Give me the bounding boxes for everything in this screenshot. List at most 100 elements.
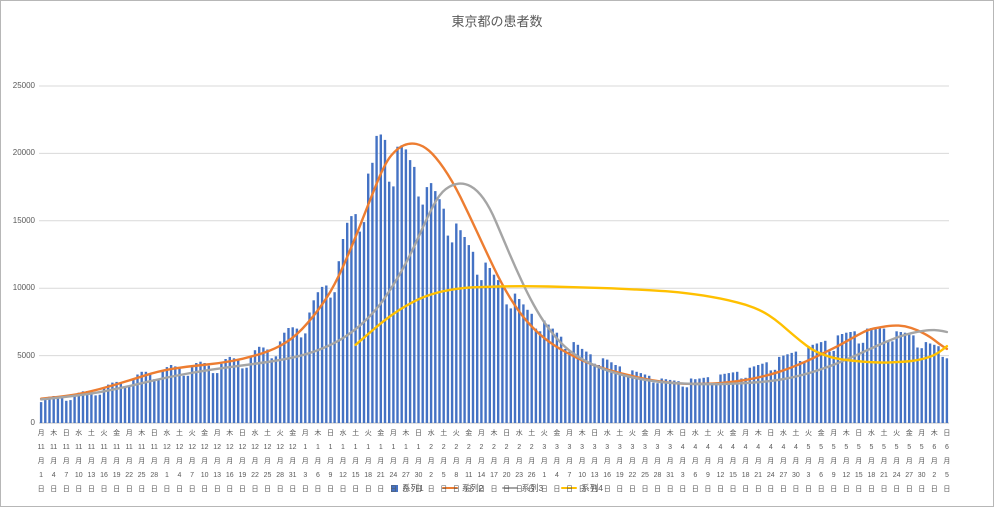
bar [304, 333, 307, 423]
chart-title: 東京都の患者数 [451, 14, 543, 29]
x-tick-label: 木 3 月 10 日 [578, 430, 586, 493]
bar [283, 332, 286, 423]
bar [522, 304, 525, 423]
bar [467, 245, 470, 423]
bar [203, 363, 206, 423]
line-series-marker-icon [561, 486, 578, 490]
bar [455, 223, 458, 423]
x-tick-label: 日 2 月 20 日 [502, 430, 511, 493]
bar [442, 208, 445, 423]
bar [895, 331, 898, 423]
bar [65, 400, 68, 423]
bar [404, 149, 408, 423]
bar [488, 268, 491, 423]
bar [220, 363, 223, 423]
bar [295, 328, 299, 423]
bar [912, 335, 915, 423]
bar [333, 292, 336, 423]
bar [169, 365, 173, 423]
bar [471, 251, 475, 423]
bar [551, 328, 554, 423]
bar [937, 346, 940, 423]
bar [354, 214, 357, 423]
bar [140, 371, 143, 423]
x-tick-label: 月 3 月 28 日 [653, 430, 662, 493]
bar [723, 373, 726, 423]
bar [530, 313, 533, 423]
bar [794, 351, 798, 423]
bar [274, 356, 278, 423]
y-tick-label: 0 [30, 418, 35, 427]
x-tick-label: 水 4 月 27 日 [779, 430, 788, 493]
x-tick-label: 水 5 月 18 日 [867, 430, 876, 493]
bar [731, 372, 735, 423]
bar [585, 351, 588, 423]
x-tick-label: 火 4 月 12 日 [716, 430, 725, 493]
x-tick-label: 月 11 月 22 日 [125, 430, 134, 493]
x-tick-label: 木 11 月 25 日 [137, 430, 146, 493]
bar [601, 358, 605, 423]
bar [56, 396, 60, 423]
bar [153, 379, 156, 423]
bar [157, 379, 160, 423]
x-tick-label: 月 4 月 18 日 [741, 430, 750, 493]
bar [312, 300, 315, 423]
legend-item-series4[interactable]: 系列4 [561, 482, 603, 494]
bar [513, 293, 517, 423]
x-tick-label: 金 12 月 31 日 [288, 430, 297, 493]
bar [144, 371, 148, 423]
legend-item-series1[interactable]: 系列1 [391, 482, 424, 494]
legend-item-series2[interactable]: 系列2 [441, 482, 484, 494]
bar [161, 370, 164, 423]
bar [505, 304, 508, 423]
bar [178, 368, 181, 423]
bar [107, 384, 110, 423]
bar [186, 375, 190, 423]
line-series-marker-icon [501, 486, 518, 490]
bar [207, 365, 210, 423]
bar [115, 381, 118, 423]
bar [425, 187, 429, 423]
bar [836, 335, 840, 423]
line-series-marker-icon [441, 486, 458, 490]
bar [216, 373, 219, 423]
x-tick-label: 金 12 月 10 日 [200, 430, 209, 493]
bar [857, 343, 860, 423]
bar [694, 379, 697, 423]
bar [358, 231, 361, 423]
bar [660, 378, 663, 423]
bar [262, 347, 265, 423]
legend-label-series2: 系列2 [461, 483, 484, 493]
x-tick-label: 火 12 月 28 日 [276, 430, 284, 493]
legend-item-series3[interactable]: 系列3 [501, 482, 543, 494]
x-tick-label: 木 11 月 4 日 [50, 430, 58, 493]
bar [853, 331, 856, 423]
bar [77, 392, 80, 423]
bar [417, 196, 420, 423]
bar [916, 347, 919, 423]
bar [291, 327, 294, 423]
x-tick-label: 土 11 月 13 日 [87, 430, 96, 493]
bar [924, 342, 928, 423]
bar [497, 280, 500, 423]
bar [677, 381, 680, 423]
series-line-4 [354, 285, 949, 364]
bar [438, 199, 441, 423]
x-tick-label: 土 12 月 25 日 [263, 430, 272, 493]
y-tick-label: 15000 [12, 215, 35, 225]
bar [165, 367, 169, 423]
x-tick-label: 日 5 月 15 日 [854, 430, 863, 493]
bar [668, 379, 672, 423]
bar [371, 162, 374, 424]
x-tick-label: 日 12 月 19 日 [238, 430, 247, 493]
bar [450, 242, 454, 423]
bar [119, 382, 122, 423]
bar [664, 379, 668, 423]
x-tick-label: 土 4 月 30 日 [791, 430, 800, 493]
bar [648, 375, 651, 423]
